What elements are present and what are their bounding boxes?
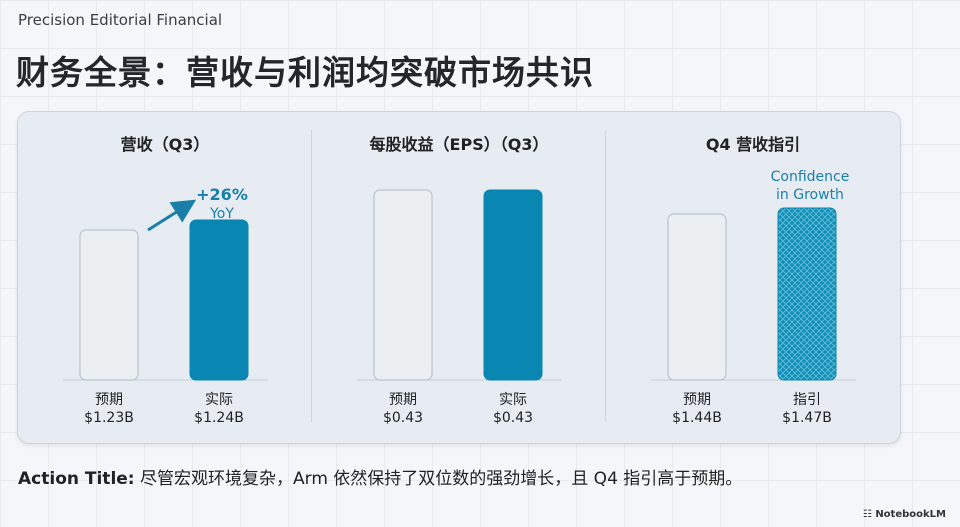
guidance-panel-title: Q4 营收指引: [705, 135, 801, 154]
brand-name: Precision Editorial Financial: [18, 11, 223, 29]
category-label: 实际: [499, 392, 527, 408]
charts-card: 营收（Q3） 每股收益（EPS）（Q3） Q4 营收指引 预期 $1.23B 实际 $…: [17, 111, 901, 444]
value-label: $1.44B: [672, 410, 722, 426]
confidence-label: Confidence: [771, 169, 850, 185]
bar-expected: [373, 189, 433, 381]
action-title-text: 尽管宏观环境复杂，Arm 依然保持了双位数的强劲增长，且 Q4 指引高于预期。: [140, 469, 743, 489]
value-label: $1.24B: [194, 410, 244, 426]
bar-actual: [777, 207, 837, 381]
panel-divider: [311, 130, 312, 422]
page-title: 财务全景：营收与利润均突破市场共识: [16, 53, 594, 92]
panel-divider: [605, 130, 606, 422]
bar-expected: [79, 229, 139, 381]
value-label: $1.23B: [84, 410, 134, 426]
category-label: 实际: [205, 392, 233, 408]
notebook-icon: ☷: [862, 509, 872, 520]
in-growth-label: in Growth: [776, 187, 844, 203]
revenue-panel-title: 营收（Q3）: [120, 135, 210, 154]
watermark-text: NotebookLM: [875, 509, 946, 520]
bar-expected: [667, 213, 727, 381]
bar-actual: [483, 189, 543, 381]
category-label: 指引: [793, 392, 821, 408]
value-label: $0.43: [493, 410, 533, 426]
eps-panel-title: 每股收益（EPS）（Q3）: [369, 135, 549, 154]
value-label: $0.43: [383, 410, 423, 426]
bar-actual: [189, 219, 249, 381]
action-title-label: Action Title:: [18, 469, 135, 489]
category-label: 预期: [389, 392, 417, 408]
yoy-label: YoY: [209, 206, 234, 222]
yoy-growth-value: +26%: [196, 185, 248, 204]
category-label: 预期: [95, 392, 123, 408]
action-title: Action Title: 尽管宏观环境复杂，Arm 依然保持了双位数的强劲增长…: [18, 464, 742, 489]
value-label: $1.47B: [782, 410, 832, 426]
bar-charts: 预期 $1.23B 实际 $1.24B 预期 $0.43 实际 $0.43 预期 $1.44B 指引…: [63, 169, 856, 426]
notebooklm-watermark: ☷ NotebookLM: [863, 509, 946, 520]
growth-arrow-icon: [147, 199, 197, 232]
category-label: 预期: [683, 392, 711, 408]
